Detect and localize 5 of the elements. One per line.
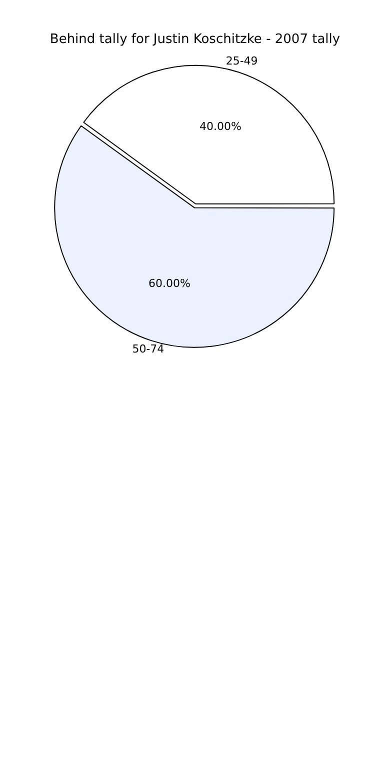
data-label: 60.00% [148,277,190,290]
slice-label: 25-49 [226,54,258,68]
data-label: 40.00% [200,120,242,134]
slice-label: 50-74 [132,342,164,356]
chart-title: Behind tally for Justin Koschitzke - 2007 tally [50,32,340,48]
